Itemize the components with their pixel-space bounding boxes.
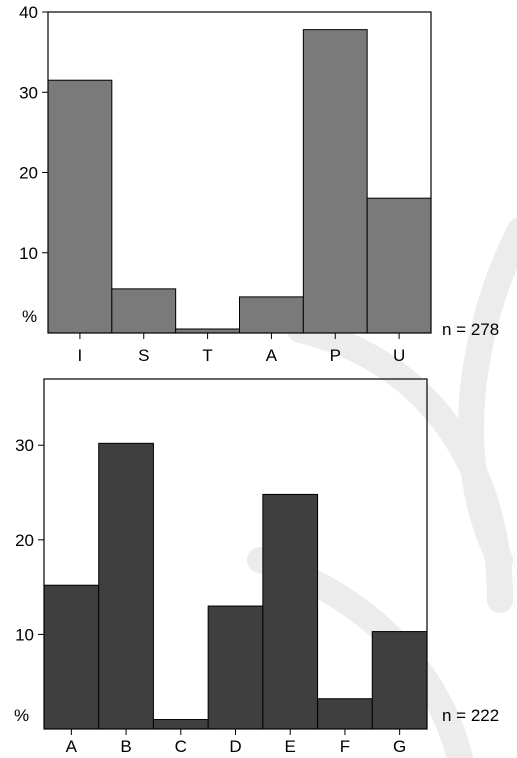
chart-2-y-tick-label: 10 xyxy=(15,625,34,644)
chart-1-bar-i xyxy=(47,79,113,334)
chart-2-x-tick-label: F xyxy=(340,737,350,756)
chart-1-y-tick-label: 10 xyxy=(19,244,38,263)
chart-2-y-tick-label: 20 xyxy=(15,531,34,550)
chart-2-x-tick-label: G xyxy=(393,737,406,756)
chart-2-bar-a xyxy=(43,584,100,730)
chart-1-x-tick-label: P xyxy=(330,346,341,365)
chart-2-sample-size: n = 222 xyxy=(442,706,499,725)
chart-2-bars xyxy=(43,442,428,730)
chart-2-bar-c xyxy=(152,719,209,730)
chart-2-y-axis-label: % xyxy=(14,706,29,725)
chart-1-y-axis: 10 20 30 40 xyxy=(19,3,48,263)
chart-1-y-tick-label: 40 xyxy=(19,3,38,22)
chart-1-bar-a xyxy=(239,296,304,334)
chart-1-x-tick-label: A xyxy=(266,346,278,365)
chart-1-x-tick-label: S xyxy=(138,346,149,365)
chart-1: 10 20 30 40 I S T A P U % n = 278 xyxy=(19,3,499,365)
chart-1-bar-p xyxy=(302,29,368,334)
chart-2-bar-e xyxy=(262,493,319,730)
chart-1-x-tick-label: T xyxy=(202,346,212,365)
chart-2-y-axis: 10 20 30 xyxy=(15,436,44,644)
chart-1-x-tick-label: I xyxy=(78,346,83,365)
chart-2-bar-f xyxy=(317,698,373,730)
chart-1-y-axis-label: % xyxy=(22,307,37,326)
chart-2-bar-d xyxy=(207,605,264,730)
chart-1-y-tick-label: 20 xyxy=(19,164,38,183)
chart-2-y-tick-label: 30 xyxy=(15,436,34,455)
chart-2-bar-g xyxy=(371,631,428,730)
chart-1-y-tick-label: 30 xyxy=(19,83,38,102)
chart-2-x-tick-label: B xyxy=(120,737,131,756)
chart-1-x-tick-label: U xyxy=(393,346,405,365)
chart-2: 10 20 30 A B C D E F G % n = 222 xyxy=(14,378,499,756)
chart-2-x-tick-label: A xyxy=(66,737,78,756)
chart-2-x-tick-label: C xyxy=(175,737,187,756)
chart-2-bar-b xyxy=(98,442,154,730)
chart-2-x-axis: A B C D E F G xyxy=(66,729,406,756)
chart-1-bars xyxy=(47,29,432,334)
chart-1-bar-t xyxy=(175,328,241,334)
chart-1-bar-s xyxy=(111,288,177,334)
chart-1-sample-size: n = 278 xyxy=(442,320,499,339)
chart-1-bar-u xyxy=(366,197,432,334)
chart-2-x-tick-label: D xyxy=(229,737,241,756)
chart-2-x-tick-label: E xyxy=(285,737,296,756)
